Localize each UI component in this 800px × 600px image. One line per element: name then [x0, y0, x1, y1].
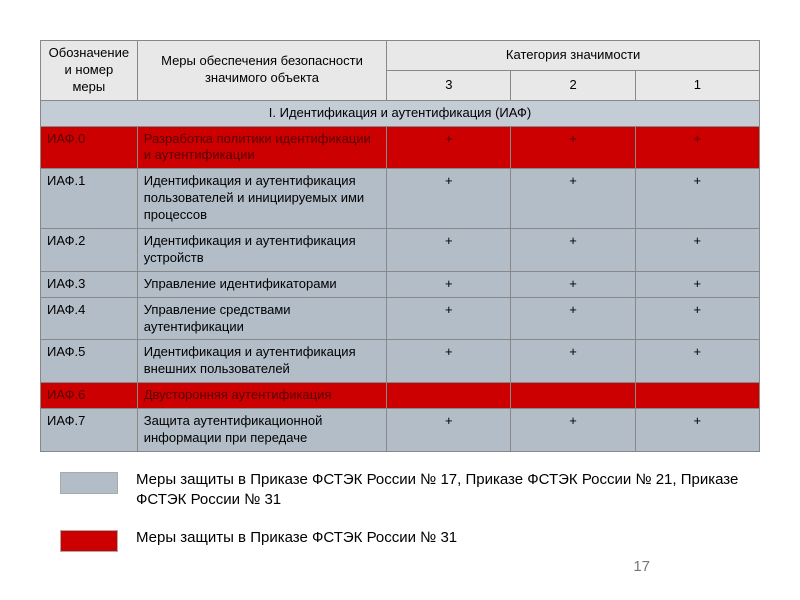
legend-text-gray: Меры защиты в Приказе ФСТЭК России № 17,… [136, 470, 760, 511]
table-row: ИАФ.1Идентификация и аутентификация поль… [41, 169, 760, 229]
cell-c1 [635, 383, 759, 409]
cell-desc: Разработка политики идентификации и ауте… [137, 126, 387, 169]
cell-c3 [387, 383, 511, 409]
cell-c3: + [387, 169, 511, 229]
cell-code: ИАФ.3 [41, 271, 138, 297]
cell-c3: + [387, 229, 511, 272]
cell-c2: + [511, 169, 635, 229]
page-number: 17 [633, 558, 650, 575]
cell-c2: + [511, 297, 635, 340]
cell-c3: + [387, 409, 511, 452]
cell-c1: + [635, 409, 759, 452]
header-cat-2: 2 [511, 70, 635, 100]
cell-c1: + [635, 340, 759, 383]
legend-text-red: Меры защиты в Приказе ФСТЭК России № 31 [136, 528, 457, 548]
header-cat-3: 3 [387, 70, 511, 100]
cell-c2 [511, 383, 635, 409]
table-row: ИАФ.3Управление идентификаторами+++ [41, 271, 760, 297]
table-row: ИАФ.0Разработка политики идентификации и… [41, 126, 760, 169]
table-row: ИАФ.7Защита аутентификационной информаци… [41, 409, 760, 452]
cell-c3: + [387, 126, 511, 169]
table-body: I. Идентификация и аутентификация (ИАФ) … [41, 100, 760, 451]
legend-row-red: Меры защиты в Приказе ФСТЭК России № 31 [60, 528, 760, 552]
cell-code: ИАФ.1 [41, 169, 138, 229]
section-row: I. Идентификация и аутентификация (ИАФ) [41, 100, 760, 126]
cell-code: ИАФ.4 [41, 297, 138, 340]
cell-desc: Защита аутентификационной информации при… [137, 409, 387, 452]
table-row: ИАФ.6Двусторонняя аутентификация [41, 383, 760, 409]
cell-desc: Идентификация и аутентификация пользоват… [137, 169, 387, 229]
cell-code: ИАФ.0 [41, 126, 138, 169]
cell-code: ИАФ.7 [41, 409, 138, 452]
cell-c3: + [387, 297, 511, 340]
header-cat-1: 1 [635, 70, 759, 100]
table-container: Обозначение и номер меры Меры обеспечени… [0, 0, 800, 452]
table-row: ИАФ.2Идентификация и аутентификация устр… [41, 229, 760, 272]
cell-desc: Управление идентификаторами [137, 271, 387, 297]
header-desc: Меры обеспечения безопасности значимого … [137, 41, 387, 101]
cell-c1: + [635, 229, 759, 272]
cell-c1: + [635, 169, 759, 229]
cell-c1: + [635, 297, 759, 340]
table-row: ИАФ.4Управление средствами аутентификаци… [41, 297, 760, 340]
cell-desc: Двусторонняя аутентификация [137, 383, 387, 409]
cell-c2: + [511, 409, 635, 452]
cell-desc: Идентификация и аутентификация устройств [137, 229, 387, 272]
cell-c3: + [387, 340, 511, 383]
legend-row-gray: Меры защиты в Приказе ФСТЭК России № 17,… [60, 470, 760, 511]
header-category: Категория значимости [387, 41, 760, 71]
legend-swatch-red [60, 530, 118, 552]
cell-code: ИАФ.5 [41, 340, 138, 383]
table-row: ИАФ.5Идентификация и аутентификация внеш… [41, 340, 760, 383]
security-measures-table: Обозначение и номер меры Меры обеспечени… [40, 40, 760, 452]
header-code: Обозначение и номер меры [41, 41, 138, 101]
cell-desc: Идентификация и аутентификация внешних п… [137, 340, 387, 383]
cell-c2: + [511, 340, 635, 383]
cell-code: ИАФ.6 [41, 383, 138, 409]
cell-c1: + [635, 126, 759, 169]
legend-area: Меры защиты в Приказе ФСТЭК России № 17,… [0, 452, 800, 553]
cell-c2: + [511, 229, 635, 272]
cell-code: ИАФ.2 [41, 229, 138, 272]
cell-c2: + [511, 126, 635, 169]
cell-c2: + [511, 271, 635, 297]
cell-c3: + [387, 271, 511, 297]
legend-swatch-gray [60, 472, 118, 494]
cell-desc: Управление средствами аутентификации [137, 297, 387, 340]
section-title: I. Идентификация и аутентификация (ИАФ) [41, 100, 760, 126]
cell-c1: + [635, 271, 759, 297]
